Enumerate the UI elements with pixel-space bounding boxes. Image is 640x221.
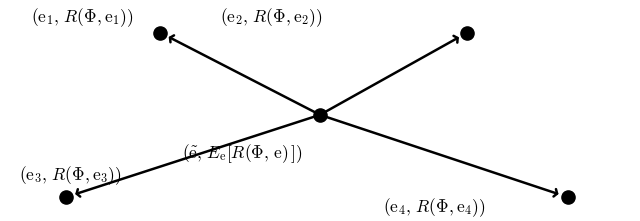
Text: $(\mathrm{e}_2,\, R(\Phi, \mathrm{e}_2))$: $(\mathrm{e}_2,\, R(\Phi, \mathrm{e}_2))…	[220, 6, 323, 29]
Text: $(\mathrm{e}_3,\, R(\Phi, \mathrm{e}_3))$: $(\mathrm{e}_3,\, R(\Phi, \mathrm{e}_3))…	[19, 164, 122, 187]
Text: $(\tilde{\mathrm{e}},\, E_{\mathrm{e}}[R(\Phi,\, \mathrm{e})\,])$: $(\tilde{\mathrm{e}},\, E_{\mathrm{e}}[R…	[182, 143, 303, 165]
Text: $(\mathrm{e}_1,\, R(\Phi, \mathrm{e}_1))$: $(\mathrm{e}_1,\, R(\Phi, \mathrm{e}_1))…	[31, 6, 134, 29]
Point	[315, 113, 325, 117]
Point	[155, 31, 165, 34]
Point	[61, 195, 71, 199]
Text: $(\mathrm{e}_4,\, R(\Phi, \mathrm{e}_4))$: $(\mathrm{e}_4,\, R(\Phi, \mathrm{e}_4))…	[383, 197, 485, 219]
Point	[563, 195, 573, 199]
Point	[462, 31, 472, 34]
